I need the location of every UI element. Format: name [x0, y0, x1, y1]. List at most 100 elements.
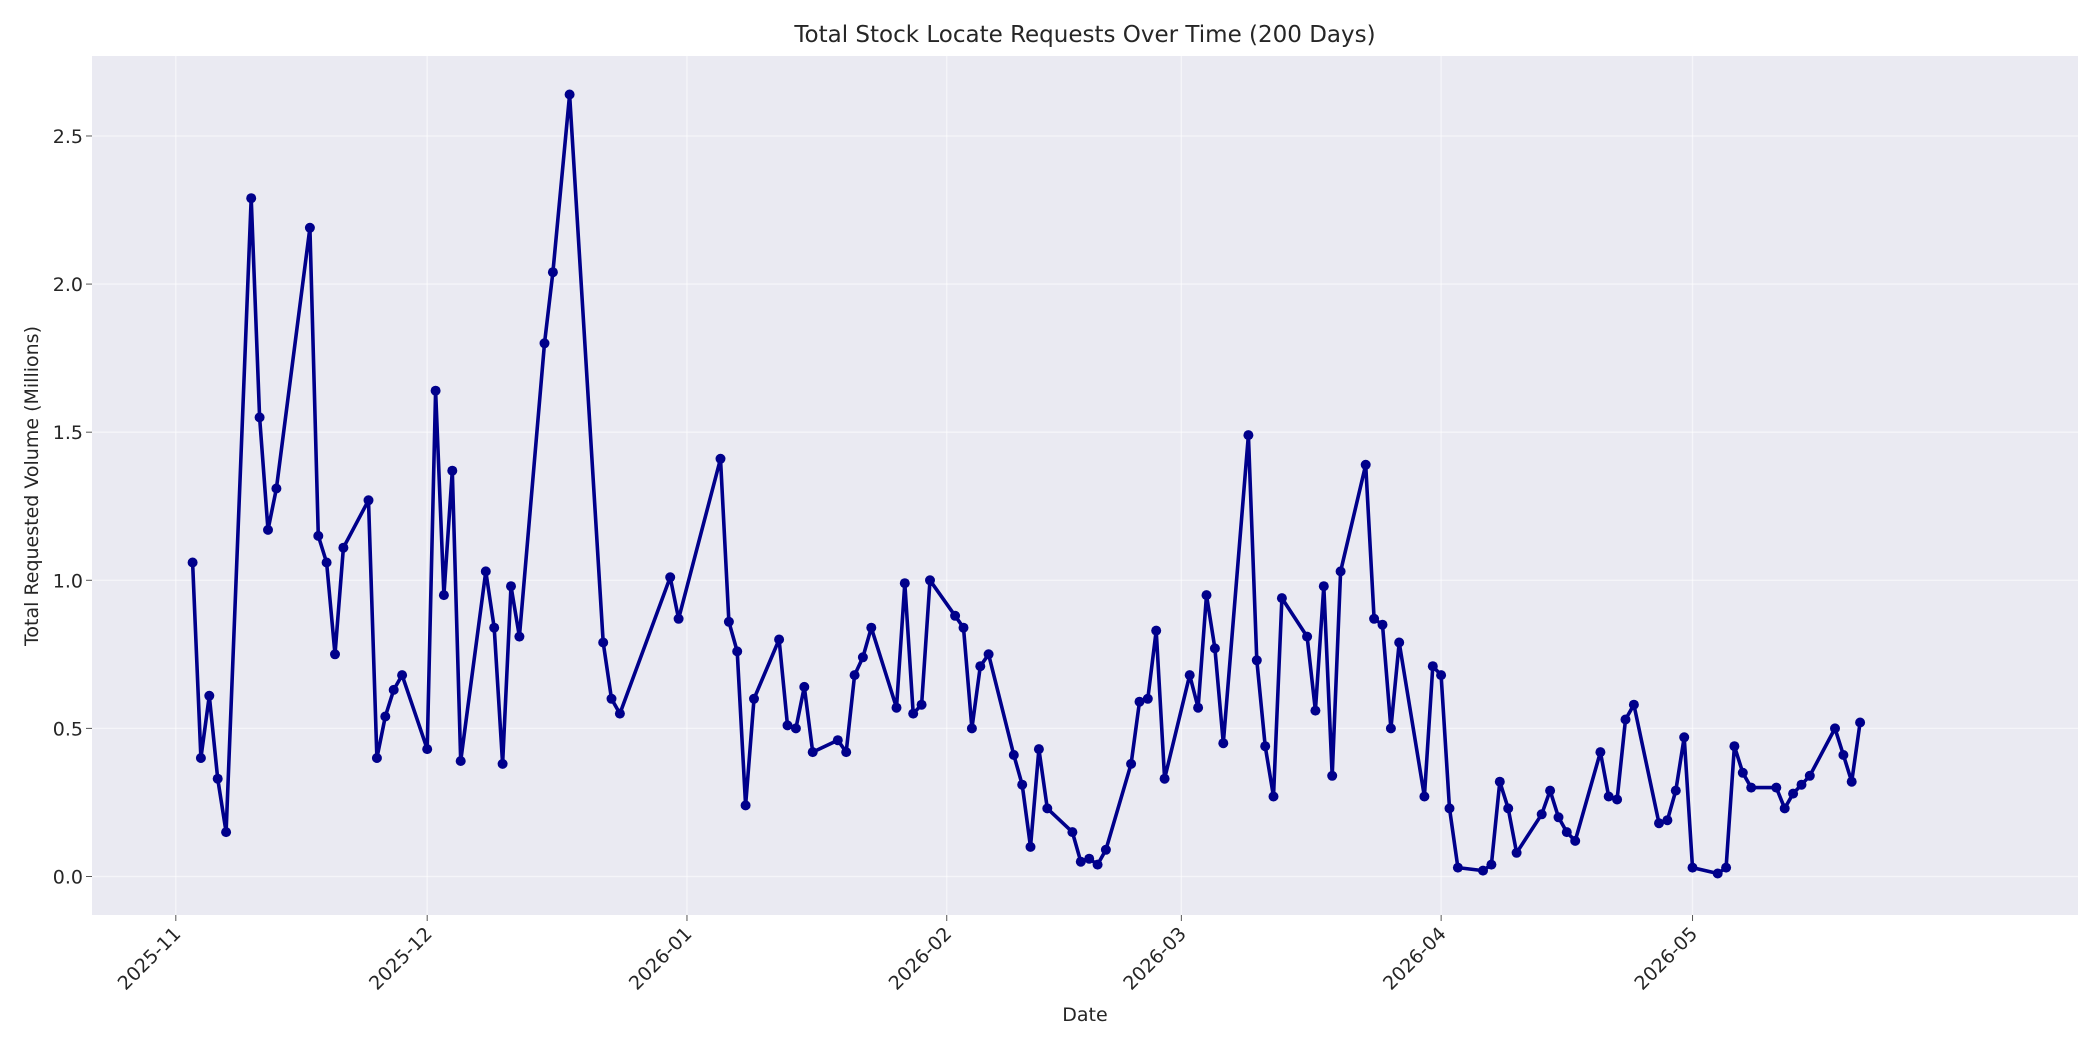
data-point — [1511, 847, 1522, 858]
data-point — [321, 557, 332, 568]
data-point — [1142, 693, 1153, 704]
series-line — [190, 92, 1862, 876]
data-point — [1570, 835, 1581, 846]
data-point — [1712, 868, 1723, 879]
data-point — [1444, 803, 1455, 814]
data-point — [1846, 776, 1857, 787]
y-tick-label: 1.5 — [53, 422, 83, 444]
data-point — [397, 670, 408, 681]
data-point — [614, 708, 625, 719]
data-point — [1310, 705, 1321, 716]
data-point — [221, 827, 232, 838]
x-tick-label: 2026-02 — [885, 923, 957, 995]
data-point — [715, 453, 726, 464]
data-point — [673, 613, 684, 624]
data-point — [1025, 841, 1036, 852]
data-point — [1436, 670, 1447, 681]
data-point — [983, 649, 994, 660]
data-point — [447, 465, 458, 476]
data-point — [966, 723, 977, 734]
data-point — [1771, 782, 1782, 793]
data-point — [1553, 812, 1564, 823]
data-point — [212, 773, 223, 784]
data-point — [899, 578, 910, 589]
data-point — [1369, 613, 1380, 624]
data-point — [547, 267, 558, 278]
data-point — [740, 800, 751, 811]
data-point — [422, 744, 433, 755]
data-point — [1503, 803, 1514, 814]
data-point — [1385, 723, 1396, 734]
data-point — [1721, 862, 1732, 873]
data-point — [438, 590, 449, 601]
data-point — [1536, 809, 1547, 820]
data-point — [1033, 744, 1044, 755]
data-point — [606, 693, 617, 704]
data-point — [1335, 566, 1346, 577]
data-point — [1151, 625, 1162, 636]
data-point — [539, 338, 550, 349]
data-point — [1067, 827, 1078, 838]
data-point — [925, 575, 935, 586]
data-point — [849, 670, 860, 681]
data-point — [1855, 717, 1866, 728]
y-tick-label: 1.0 — [53, 570, 83, 592]
data-point — [1737, 767, 1748, 778]
y-tick-label: 0.5 — [53, 718, 83, 740]
data-point — [1796, 779, 1807, 790]
data-point — [1092, 859, 1103, 870]
data-point — [1075, 856, 1086, 867]
data-point — [1360, 459, 1371, 470]
data-point — [1595, 747, 1606, 758]
data-point — [1779, 803, 1790, 814]
data-point — [1184, 670, 1195, 681]
data-point — [1452, 862, 1463, 873]
data-point — [782, 720, 793, 731]
y-tick-label: 2.5 — [53, 126, 83, 148]
data-point — [304, 222, 315, 233]
data-point — [1276, 593, 1287, 604]
data-point — [799, 681, 810, 692]
data-point — [908, 708, 919, 719]
data-point — [371, 753, 382, 763]
data-point — [749, 693, 759, 704]
data-point — [363, 495, 374, 506]
data-point — [455, 756, 466, 766]
data-point — [1612, 794, 1623, 805]
data-point — [1486, 859, 1497, 870]
data-point — [1628, 699, 1639, 710]
data-point — [1788, 788, 1799, 799]
data-point — [1159, 773, 1170, 784]
data-point — [187, 557, 198, 568]
data-point — [950, 610, 961, 621]
data-point — [723, 616, 734, 627]
data-point — [1134, 696, 1145, 707]
grid-lines — [92, 56, 2078, 915]
data-point — [1017, 779, 1028, 790]
data-point — [1545, 785, 1556, 796]
data-point — [1008, 750, 1019, 760]
data-point — [1670, 785, 1681, 796]
x-tick-label: 2026-01 — [625, 923, 697, 995]
data-point — [1654, 818, 1664, 829]
data-point — [958, 622, 969, 633]
x-tick-label: 2025-11 — [114, 923, 186, 995]
data-point — [1746, 782, 1757, 793]
data-point — [204, 690, 215, 701]
data-point — [1603, 791, 1614, 802]
data-point — [1377, 619, 1388, 630]
data-point — [338, 542, 349, 553]
data-point — [1478, 865, 1488, 876]
x-tick-label: 2026-05 — [1630, 923, 1702, 995]
data-point — [514, 631, 525, 642]
data-point — [564, 89, 575, 100]
data-point — [1561, 827, 1572, 838]
data-point — [430, 385, 441, 396]
data-point — [1687, 862, 1698, 873]
data-point — [1260, 741, 1271, 752]
data-point — [388, 684, 399, 695]
data-point — [1126, 758, 1137, 769]
data-point — [263, 524, 273, 535]
